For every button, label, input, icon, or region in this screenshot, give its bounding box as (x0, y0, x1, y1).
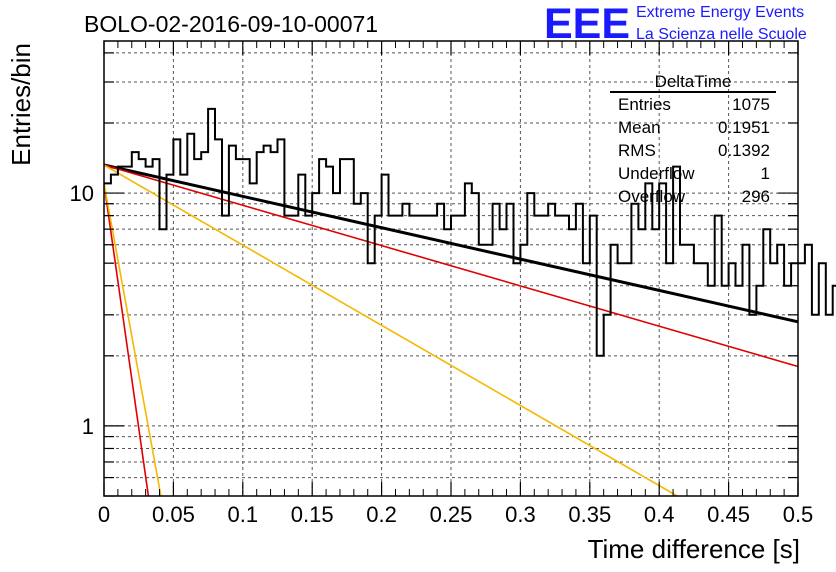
stats-label-entries: Entries (618, 95, 671, 114)
stats-label-underflow: Underflow (618, 164, 695, 183)
y-tick-label: 1 (82, 414, 94, 439)
stats-value-overflow: 296 (742, 187, 770, 206)
fit-line (103, 183, 150, 497)
x-tick-label: 0.45 (707, 502, 750, 527)
stats-title: DeltaTime (655, 72, 732, 91)
fit-line (103, 164, 799, 368)
x-tick-label: 0.25 (430, 502, 473, 527)
stats-label-overflow: Overflow (618, 187, 686, 206)
stats-value-underflow: 1 (761, 164, 770, 183)
stats-value-rms: 0.1392 (718, 141, 770, 160)
x-tick-label: 0 (98, 502, 110, 527)
y-tick-labels: 1 10 (70, 181, 94, 439)
x-tick-label: 0.35 (568, 502, 611, 527)
x-tick-labels: 0 0.05 0.1 0.15 0.2 0.25 0.3 0.35 0.4 0.45 0.5 (98, 502, 813, 527)
fit-curves (103, 163, 799, 497)
stats-value-entries: 1075 (732, 95, 770, 114)
fit-line (103, 183, 162, 497)
x-tick-label: 0.1 (228, 502, 259, 527)
stats-label-rms: RMS (618, 141, 656, 160)
x-tick-label: 0.2 (366, 502, 397, 527)
x-tick-label: 0.3 (505, 502, 536, 527)
stats-box: DeltaTime Entries 1075 Mean 0.1951 RMS 0… (610, 72, 776, 206)
x-tick-label: 0.05 (152, 502, 195, 527)
x-tick-label: 0.4 (644, 502, 675, 527)
histogram-series (104, 107, 836, 357)
eee-logo-mark: EEE (544, 0, 630, 48)
chart-title: BOLO-02-2016-09-10-00071 (84, 11, 378, 37)
y-axis-label: Entries/bin (6, 43, 36, 166)
x-tick-label: 0.5 (783, 502, 814, 527)
axis-ticks (103, 41, 799, 497)
fit-line (103, 164, 678, 497)
x-axis-label: Time difference [s] (588, 534, 800, 564)
eee-logo-line2: La Scienza nelle Scuole (636, 26, 807, 43)
stats-value-mean: 0.1951 (718, 118, 770, 137)
stats-label-mean: Mean (618, 118, 661, 137)
fit-line (103, 163, 799, 324)
eee-logo-line1: Extreme Energy Events (636, 4, 804, 21)
x-tick-label: 0.15 (291, 502, 334, 527)
y-tick-label: 10 (70, 181, 94, 206)
